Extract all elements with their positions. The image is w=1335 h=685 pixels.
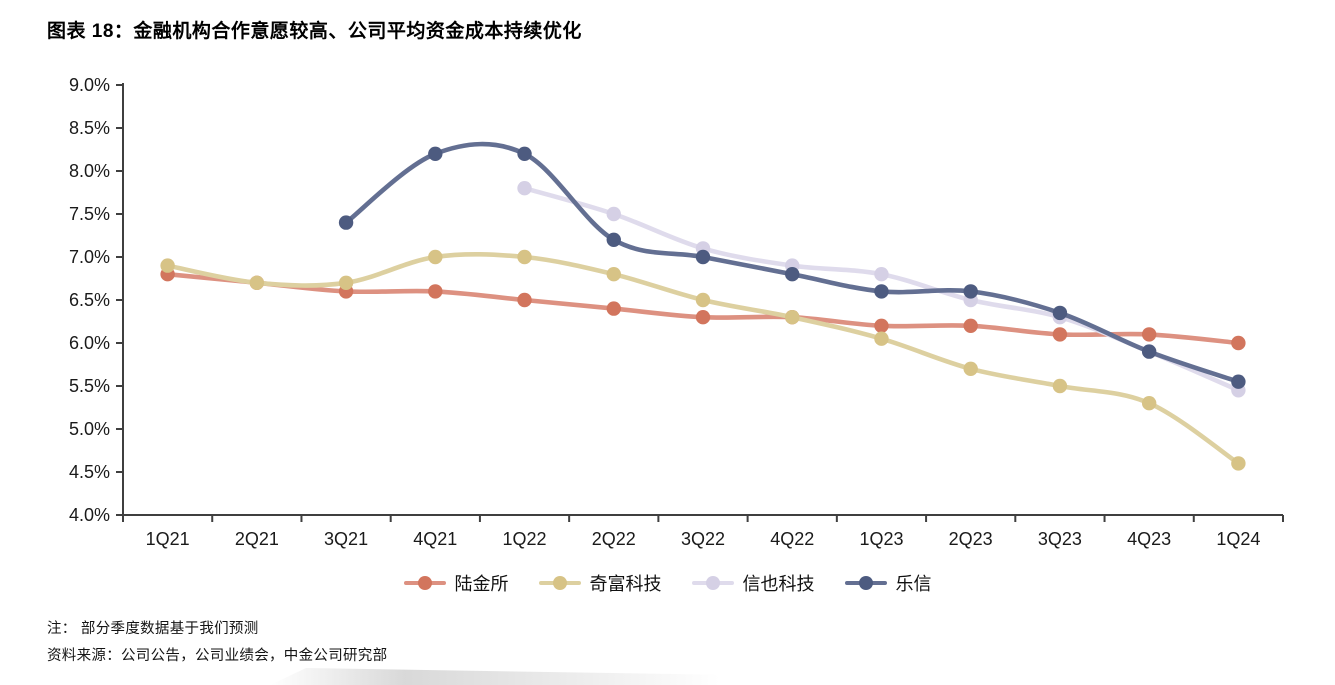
y-axis-ticks: 9.0% 8.5% 8.0% 7.5% 7.0% 6.5% 6.0% 5.5% 5.0% 4.5%… [69, 75, 123, 525]
data-point [606, 232, 621, 247]
data-point [1231, 456, 1246, 471]
x-tick-label: 3Q23 [1038, 529, 1082, 549]
legend: 陆金所 奇富科技 信也科技 乐信 [0, 570, 1335, 596]
legend-marker-icon [844, 576, 887, 590]
x-tick-label: 2Q21 [235, 529, 279, 549]
data-point [428, 249, 443, 265]
data-point [1141, 344, 1157, 359]
data-point [695, 292, 711, 308]
x-tick-label: 2Q23 [949, 529, 993, 549]
legend-label: 陆金所 [454, 574, 509, 594]
y-tick-label: 5.0% [69, 419, 110, 439]
data-point [785, 310, 800, 325]
legend-item-1: 奇富科技 [538, 570, 662, 596]
legend-marker-icon [691, 576, 734, 590]
x-tick-label: 1Q22 [503, 529, 547, 549]
y-tick-label: 7.5% [69, 204, 110, 224]
series-line [165, 252, 1241, 466]
data-point [428, 146, 443, 161]
chart-note: 注： 部分季度数据基于我们预测 [47, 621, 259, 637]
data-point [517, 181, 532, 196]
series-乐信 [338, 141, 1246, 389]
data-point [874, 331, 889, 346]
data-point [517, 146, 532, 161]
x-tick-label: 3Q21 [324, 529, 368, 549]
y-tick-label: 5.5% [69, 376, 110, 396]
legend-label: 奇富科技 [589, 574, 662, 594]
data-point [963, 318, 978, 333]
x-tick-label: 2Q22 [592, 529, 636, 549]
y-tick-label: 9.0% [69, 75, 110, 95]
data-point [874, 267, 889, 282]
chart-title: 图表 18：金融机构合作意愿较高、公司平均资金成本持续优化 [47, 21, 582, 42]
data-point [338, 275, 354, 290]
legend-label: 乐信 [895, 574, 932, 594]
series-陆金所 [160, 267, 1246, 351]
data-point [695, 249, 711, 265]
data-point [338, 215, 354, 230]
y-tick-label: 6.5% [69, 290, 110, 310]
x-tick-label: 4Q21 [413, 529, 457, 549]
data-point [785, 267, 800, 282]
data-point [160, 258, 175, 273]
data-point [1052, 327, 1068, 342]
legend-marker-icon [538, 576, 581, 590]
x-tick-label: 3Q22 [681, 529, 725, 549]
x-tick-label: 1Q23 [859, 529, 903, 549]
data-point [1231, 335, 1246, 351]
data-point [1141, 327, 1157, 342]
data-point [1141, 396, 1157, 411]
data-point [517, 249, 532, 265]
data-point [1231, 374, 1246, 389]
x-axis-ticks: 1Q21 2Q21 3Q21 4Q21 1Q22 2Q22 3Q22 4Q22 1Q23 2Q23… [122, 515, 1284, 549]
data-point [963, 361, 978, 376]
data-point [606, 206, 621, 222]
chart-source: 资料来源：公司公告，公司业绩会，中金公司研究部 [47, 648, 388, 664]
y-tick-label: 7.0% [69, 247, 110, 267]
legend-marker-icon [403, 576, 446, 590]
data-point [249, 275, 265, 290]
x-tick-label: 1Q21 [146, 529, 190, 549]
data-point [428, 284, 443, 299]
data-point [963, 284, 978, 299]
data-point [606, 267, 621, 282]
y-tick-label: 4.5% [69, 462, 110, 482]
legend-item-3: 乐信 [844, 570, 932, 596]
y-tick-label: 6.0% [69, 333, 110, 353]
legend-item-0: 陆金所 [403, 570, 509, 596]
data-point [517, 292, 532, 308]
series-奇富科技 [160, 249, 1246, 471]
data-point [1052, 305, 1068, 321]
legend-item-2: 信也科技 [691, 570, 815, 596]
x-tick-label: 4Q23 [1127, 529, 1171, 549]
data-point [1052, 378, 1068, 394]
data-point [874, 284, 889, 299]
legend-label: 信也科技 [742, 574, 815, 594]
y-tick-label: 4.0% [69, 505, 110, 525]
y-tick-label: 8.5% [69, 118, 110, 138]
y-tick-label: 8.0% [69, 161, 110, 181]
data-point [874, 318, 889, 333]
x-tick-label: 4Q22 [770, 529, 814, 549]
data-point [695, 310, 711, 325]
data-point [606, 301, 621, 316]
x-tick-label: 1Q24 [1216, 529, 1260, 549]
